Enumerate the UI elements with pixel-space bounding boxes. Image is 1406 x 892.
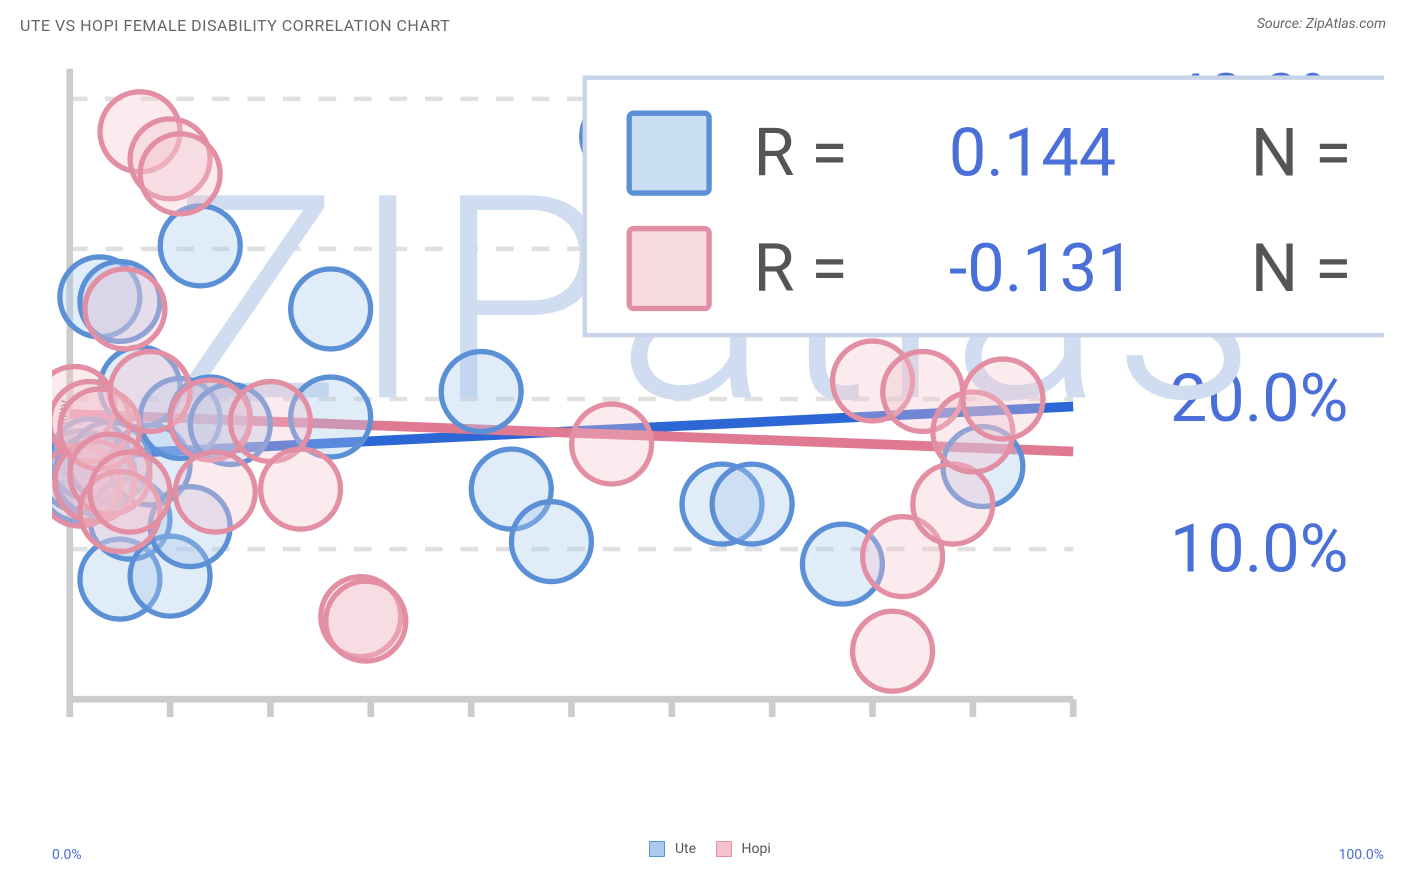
chart-header: UTE VS HOPI FEMALE DISABILITY CORRELATIO…	[12, 12, 1394, 43]
svg-text:-0.131: -0.131	[949, 230, 1135, 308]
svg-text:N =: N =	[1251, 230, 1352, 308]
x-axis-footer: 0.0% Ute Hopi 100.0%	[52, 825, 1384, 863]
svg-text:N =: N =	[1251, 114, 1352, 192]
svg-text:R =: R =	[754, 114, 848, 192]
svg-text:0.144: 0.144	[949, 114, 1116, 192]
scatter-chart: 10.0%20.0%30.0%40.0%ZIPatlasR =0.144N =3…	[52, 51, 1384, 717]
chart-title: UTE VS HOPI FEMALE DISABILITY CORRELATIO…	[20, 16, 450, 35]
legend-item-ute: Ute	[649, 841, 696, 857]
x-tick-min: 0.0%	[52, 847, 82, 863]
legend-swatch-hopi	[716, 841, 732, 857]
legend-swatch-ute	[649, 841, 665, 857]
svg-text:R =: R =	[754, 230, 848, 308]
series-legend: Ute Hopi	[649, 841, 770, 863]
x-tick-max: 100.0%	[1339, 847, 1384, 863]
chart-source: Source: ZipAtlas.com	[1257, 16, 1386, 32]
chart-container: Female Disability 10.0%20.0%30.0%40.0%ZI…	[12, 43, 1392, 863]
svg-text:10.0%: 10.0%	[1170, 510, 1349, 588]
legend-item-hopi: Hopi	[716, 841, 771, 857]
